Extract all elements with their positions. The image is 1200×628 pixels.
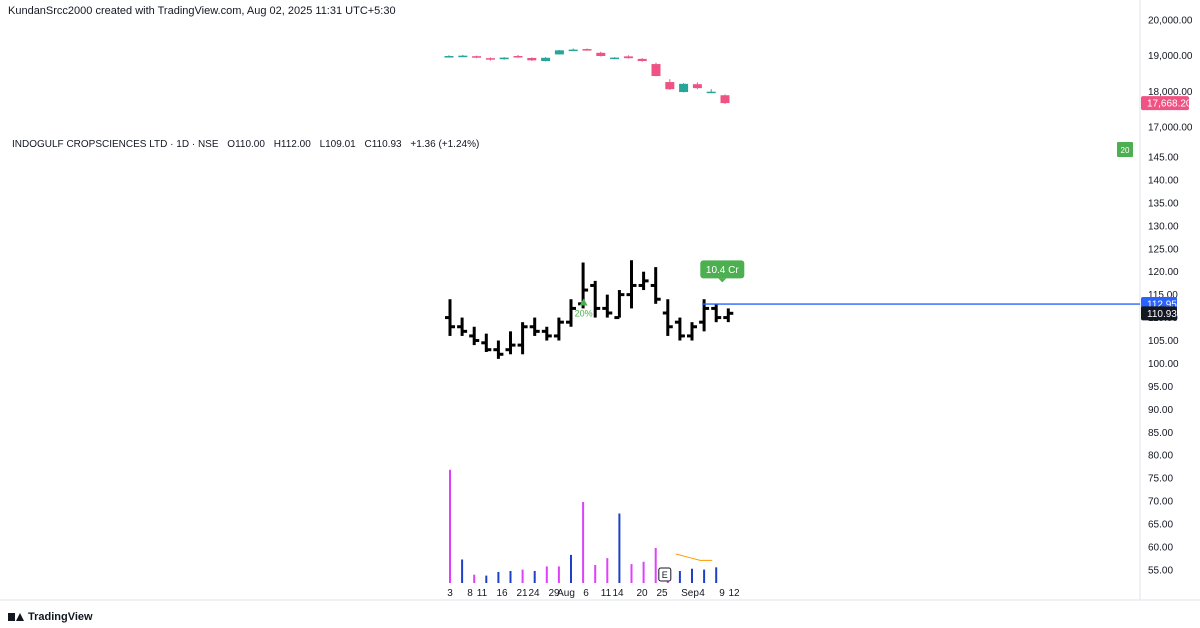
- time-axis-tick: 25: [656, 588, 668, 599]
- symbol-legend: INDOGULF CROPSCIENCES LTD · 1D · NSE O11…: [12, 139, 485, 150]
- footer-brand-name: TradingView: [28, 611, 93, 623]
- price-axis-tick: 55.00: [1148, 565, 1173, 576]
- legend-change: +1.36 (+1.24%): [410, 139, 480, 150]
- index-candle: [679, 83, 689, 93]
- value-badge-label: 10.4 Cr: [706, 265, 739, 276]
- index-axis-tick: 20,000.00: [1148, 16, 1193, 27]
- time-axis-tick: Sep: [681, 588, 699, 599]
- time-axis-tick: 21: [516, 588, 528, 599]
- time-axis-tick: 9: [719, 588, 725, 599]
- index-candle: [527, 57, 537, 61]
- index-candle: [637, 58, 647, 62]
- count-badge: [1117, 142, 1133, 157]
- index-last-value-label: 17,668.20: [1147, 99, 1192, 110]
- price-axis-tick: 115.00: [1148, 290, 1178, 301]
- price-axis-tick: 80.00: [1148, 451, 1173, 462]
- index-axis-tick: 18,000.00: [1148, 87, 1193, 98]
- index-candle: [651, 64, 661, 76]
- last-price-tag: [1141, 306, 1177, 321]
- time-axis-tick: 11: [601, 588, 612, 599]
- price-axis-tick: 75.00: [1148, 474, 1173, 485]
- index-candle: [568, 49, 578, 52]
- index-candle: [582, 49, 592, 51]
- index-candle: [472, 56, 482, 58]
- count-badge-label: 20: [1121, 146, 1130, 155]
- index-candle: [706, 91, 716, 94]
- legend-open: O110.00: [227, 139, 265, 150]
- time-axis-tick: 24: [528, 588, 540, 599]
- index-axis-tick: 17,000.00: [1148, 123, 1193, 134]
- time-axis-tick: 12: [728, 588, 740, 599]
- time-axis-tick: 11: [477, 588, 488, 599]
- time-axis-tick: 29: [548, 588, 560, 599]
- price-axis-tick: 130.00: [1148, 221, 1179, 232]
- legend-high: H112.00: [273, 139, 311, 150]
- time-axis-tick: 8: [467, 588, 473, 599]
- index-candle: [720, 95, 730, 104]
- index-candle: [623, 56, 633, 59]
- legend-close: C110.93: [364, 139, 402, 150]
- price-axis-tick: 65.00: [1148, 520, 1173, 531]
- index-candle: [554, 50, 564, 55]
- price-axis-tick: 125.00: [1148, 244, 1179, 255]
- earnings-marker-label: E: [662, 570, 668, 580]
- legend-symbol: INDOGULF CROPSCIENCES LTD · 1D · NSE: [12, 139, 219, 150]
- index-candle: [596, 52, 606, 57]
- time-axis-tick: 6: [583, 588, 589, 599]
- index-last-value-tag: [1141, 96, 1189, 111]
- price-axis-tick: 105.00: [1148, 336, 1179, 347]
- volume-moving-average: [675, 553, 713, 561]
- time-axis-tick: 4: [699, 588, 705, 599]
- price-axis-tick: 70.00: [1148, 497, 1173, 508]
- time-axis-tick: Aug: [557, 588, 575, 599]
- index-candle: [692, 84, 702, 89]
- price-axis-tick: 90.00: [1148, 405, 1173, 416]
- footer-brand[interactable]: TradingView: [8, 610, 93, 624]
- index-candle: [513, 56, 523, 58]
- earnings-marker: [658, 567, 672, 582]
- chart-credit-header: KundanSrcc2000 created with TradingView.…: [8, 5, 396, 17]
- price-axis-tick: 120.00: [1148, 267, 1179, 278]
- index-candle: [499, 57, 509, 60]
- index-axis-tick: 19,000.00: [1148, 51, 1193, 62]
- value-badge-pointer: [718, 278, 727, 283]
- index-candle: [610, 57, 620, 60]
- time-axis-tick: 3: [447, 588, 453, 599]
- price-axis-tick: 145.00: [1148, 153, 1179, 164]
- price-axis-tick: 140.00: [1148, 175, 1179, 186]
- time-axis-tick: 14: [612, 588, 624, 599]
- index-candle: [444, 56, 454, 58]
- legend-low: L109.01: [319, 139, 356, 150]
- index-candle: [485, 58, 495, 60]
- price-axis-tick: 60.00: [1148, 542, 1173, 553]
- time-axis-tick: 20: [636, 588, 648, 599]
- price-axis-tick: 85.00: [1148, 428, 1173, 439]
- price-axis-tick: 135.00: [1148, 198, 1179, 209]
- tradingview-logo-icon: [8, 612, 24, 622]
- price-axis-tick: 100.00: [1148, 359, 1179, 370]
- index-candle: [665, 82, 675, 90]
- marker-pct-label: 20%: [575, 309, 593, 319]
- value-badge: [700, 260, 745, 279]
- index-candle: [541, 57, 551, 62]
- price-level-label: 112.95: [1147, 300, 1177, 311]
- index-candle: [458, 55, 468, 58]
- last-price-label: 110.93: [1147, 309, 1177, 320]
- time-axis-tick: 16: [496, 588, 508, 599]
- price-axis-tick: 95.00: [1148, 382, 1173, 393]
- up-triangle-icon: [579, 298, 588, 306]
